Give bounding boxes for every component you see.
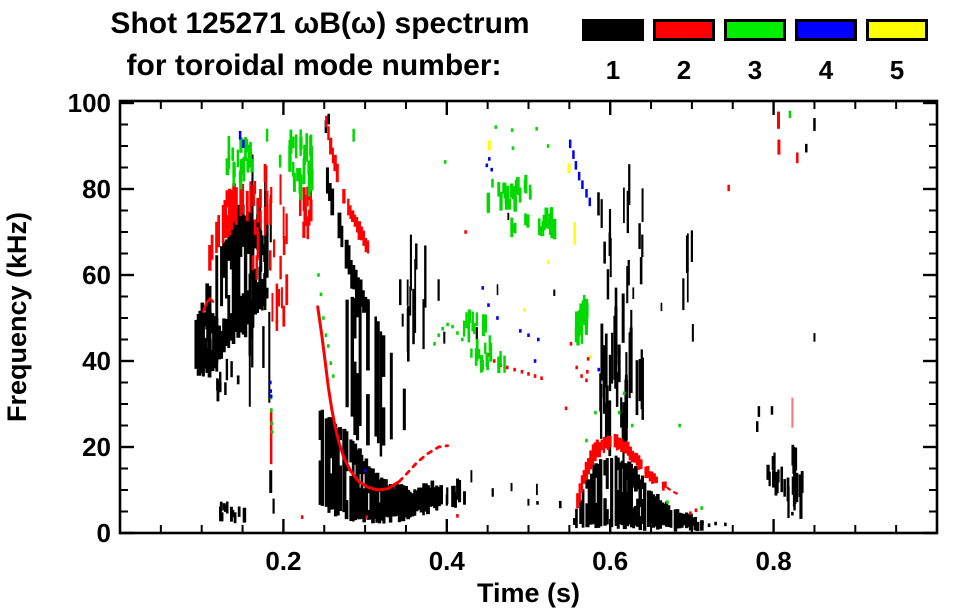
legend-swatch-4 <box>795 19 857 41</box>
series-1 <box>194 113 816 532</box>
x-tick-label: 0.4 <box>429 546 466 576</box>
x-tick-label: 0.2 <box>265 546 301 576</box>
series-3 <box>225 110 792 510</box>
series-2 <box>202 111 799 519</box>
y-tick-label: 0 <box>97 518 111 548</box>
legend-label-5: 5 <box>889 55 905 85</box>
legend-swatch-5 <box>866 19 928 41</box>
legend-label-4: 4 <box>818 55 834 85</box>
legend-label-1: 1 <box>605 55 621 85</box>
y-tick-label: 80 <box>82 174 111 204</box>
legend-label-2: 2 <box>676 55 692 85</box>
y-axis-label: Frequency (kHz) <box>2 212 32 422</box>
x-tick-label: 0.6 <box>592 546 628 576</box>
x-axis-label: Time (s) <box>477 578 580 608</box>
series-4 <box>238 130 601 473</box>
y-tick-label: 40 <box>82 346 111 376</box>
legend-label-3: 3 <box>747 55 763 85</box>
legend-swatch-2 <box>653 19 715 41</box>
chart-title-line1: Shot 125271 ωB(ω) spectrum <box>110 7 530 40</box>
data-layer <box>194 110 816 532</box>
y-tick-label: 20 <box>82 432 111 462</box>
x-tick-label: 0.8 <box>756 546 792 576</box>
series-5 <box>487 140 592 359</box>
chart-title-line2: for toroidal mode number: <box>126 49 502 82</box>
y-tick-label: 60 <box>82 260 111 290</box>
y-tick-label: 100 <box>68 88 111 118</box>
legend-swatch-3 <box>724 19 786 41</box>
axis-ticks <box>120 101 937 535</box>
legend-swatch-1 <box>582 19 644 41</box>
